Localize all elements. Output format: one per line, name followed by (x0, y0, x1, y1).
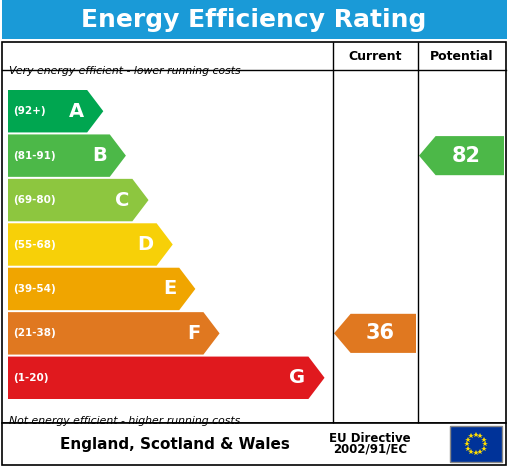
Text: (55-68): (55-68) (13, 240, 56, 249)
Text: Very energy efficient - lower running costs: Very energy efficient - lower running co… (9, 66, 241, 77)
Text: (21-38): (21-38) (13, 328, 56, 339)
Text: 82: 82 (452, 146, 481, 166)
Text: (1-20): (1-20) (13, 373, 48, 383)
Bar (2, 0, 507, 39)
Text: 36: 36 (365, 323, 394, 343)
Text: Energy Efficiency Rating: Energy Efficiency Rating (81, 7, 427, 31)
Polygon shape (8, 179, 149, 221)
Text: England, Scotland & Wales: England, Scotland & Wales (60, 437, 290, 452)
Text: Current: Current (349, 50, 402, 63)
Text: Not energy efficient - higher running costs: Not energy efficient - higher running co… (9, 416, 240, 426)
Bar (2, 42, 506, 423)
Text: (81-91): (81-91) (13, 151, 55, 161)
Text: C: C (115, 191, 129, 210)
Text: E: E (163, 279, 176, 298)
Polygon shape (8, 223, 173, 266)
Polygon shape (8, 268, 195, 310)
Text: EU Directive: EU Directive (329, 432, 411, 446)
Text: (69-80): (69-80) (13, 195, 55, 205)
Text: F: F (187, 324, 201, 343)
Text: 2002/91/EC: 2002/91/EC (333, 443, 407, 455)
Bar (450, 426, 502, 462)
Text: B: B (92, 146, 107, 165)
Polygon shape (8, 90, 103, 133)
Bar (2, 423, 506, 465)
Text: A: A (69, 102, 84, 120)
Text: Potential: Potential (430, 50, 494, 63)
Text: (39-54): (39-54) (13, 284, 56, 294)
Polygon shape (334, 314, 416, 353)
Polygon shape (8, 312, 219, 354)
Polygon shape (8, 134, 126, 177)
Text: G: G (289, 368, 305, 387)
Text: D: D (137, 235, 154, 254)
Polygon shape (419, 136, 504, 175)
Text: (92+): (92+) (13, 106, 46, 116)
Polygon shape (8, 357, 325, 399)
